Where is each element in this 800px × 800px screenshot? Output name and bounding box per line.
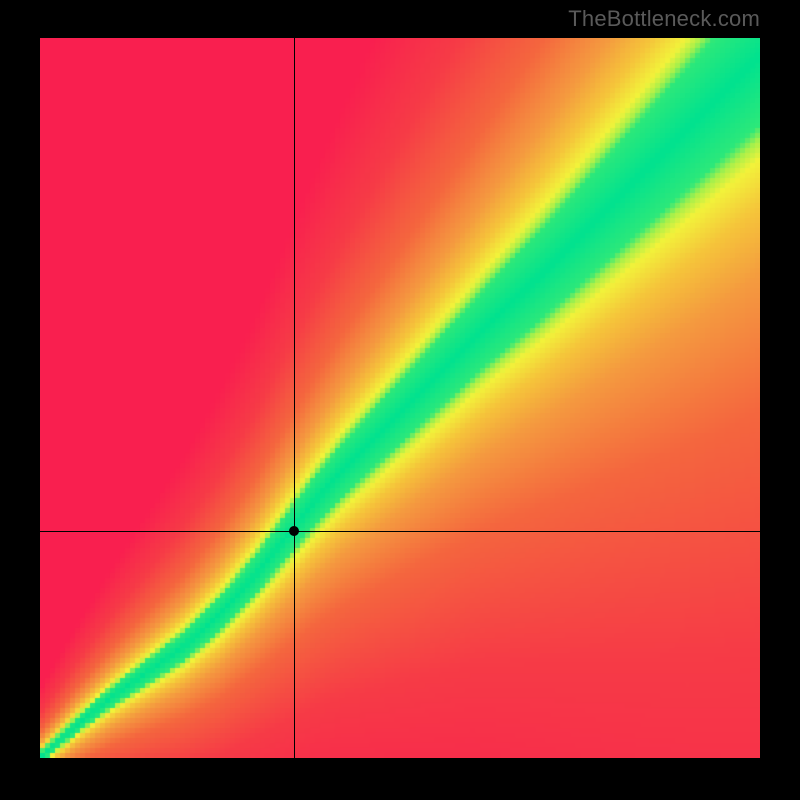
attribution-text: TheBottleneck.com (568, 6, 760, 32)
bottleneck-heatmap (40, 38, 760, 758)
crosshair-marker (289, 526, 299, 536)
heatmap-canvas (40, 38, 760, 758)
crosshair-vertical (294, 38, 295, 758)
crosshair-horizontal (40, 531, 760, 532)
